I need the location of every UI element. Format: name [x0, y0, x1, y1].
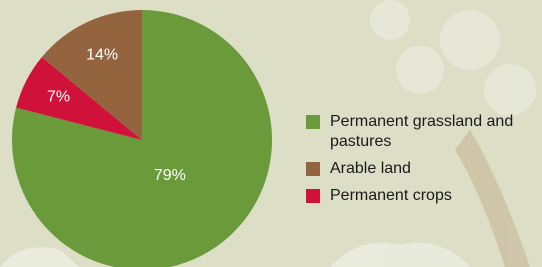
pie: 79% 7% 14%: [12, 10, 272, 267]
legend-item: Arable land: [306, 159, 542, 179]
slice-label: 14%: [86, 47, 118, 64]
legend-swatch: [306, 189, 320, 203]
legend-swatch: [306, 115, 320, 129]
legend: Permanent grassland and pastures Arable l…: [306, 112, 542, 213]
legend-label: Permanent grassland and pastures: [330, 112, 520, 152]
legend-label: Arable land: [330, 159, 540, 179]
page: 79% 7% 14% Permanent grassland and pasture…: [0, 0, 542, 267]
legend-item: Permanent crops: [306, 186, 542, 206]
legend-item: Permanent grassland and pastures: [306, 112, 542, 152]
legend-label: Permanent crops: [330, 186, 540, 206]
legend-swatch: [306, 162, 320, 176]
slice-label: 79%: [154, 167, 186, 184]
slice-label: 7%: [47, 89, 70, 106]
